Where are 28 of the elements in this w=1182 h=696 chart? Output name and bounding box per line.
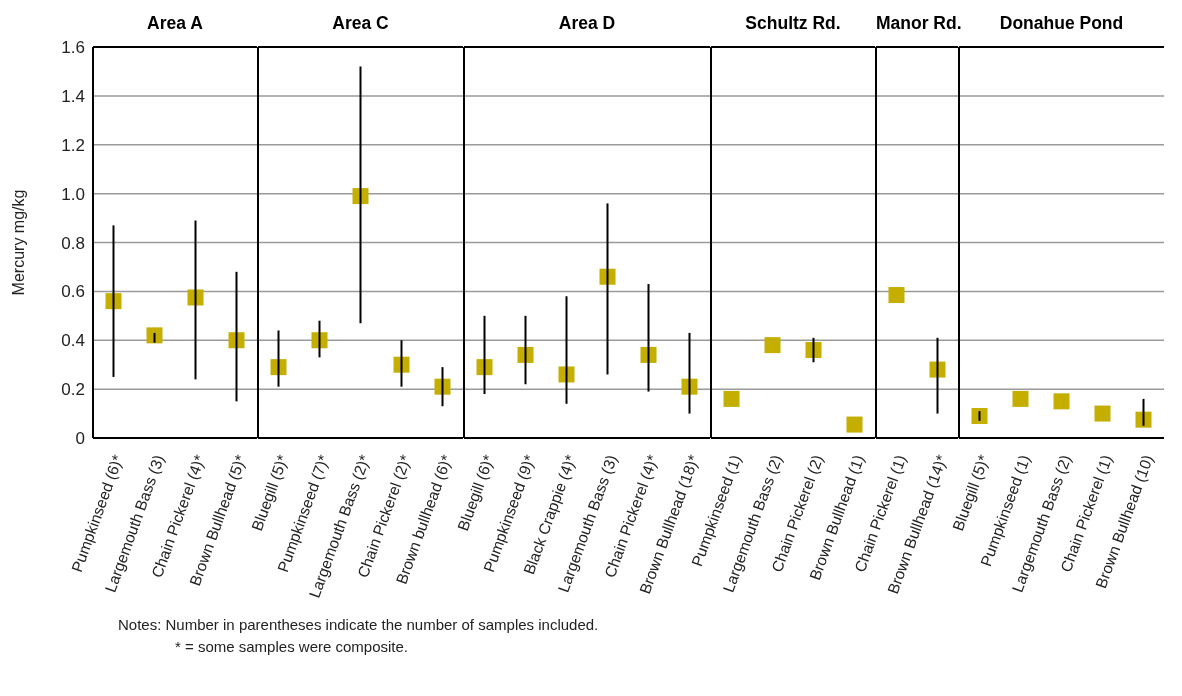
x-tick-label: Bluegill (5)* [248, 452, 292, 533]
chart-title: Schultz Rd. [744, 12, 842, 35]
y-tick-label: 1.4 [61, 86, 85, 106]
chart-title: Area C [331, 12, 390, 35]
text: * = some samples were composite. [175, 637, 409, 657]
point [1012, 390, 1029, 407]
x-tick-label: Bluegill (6)* [454, 452, 498, 533]
point [1094, 405, 1111, 422]
y-tick-label: 1.6 [61, 38, 85, 58]
point [1053, 393, 1070, 410]
y-tick-label: 0.6 [61, 282, 85, 302]
chart-title: Area A [146, 12, 204, 35]
y-tick-label: 1.2 [61, 135, 85, 155]
text: Notes: Number in parentheses indicate the number of samples included. [118, 615, 600, 635]
chart-title: Manor Rd. [876, 12, 962, 35]
y-tick-label: 0.2 [61, 380, 85, 400]
y-tick-label: 0.8 [61, 233, 85, 253]
chart-title: Donahue Pond [999, 13, 1124, 33]
point [971, 408, 988, 425]
point [846, 416, 863, 433]
y-tick-label: 0.4 [61, 331, 85, 351]
y-tick-label: 1.0 [61, 184, 85, 204]
chart-title: Area D [557, 12, 617, 35]
y-axis-title: Mercury mg/kg [9, 189, 27, 296]
y-tick-label: 0 [75, 429, 85, 449]
point [764, 337, 781, 354]
point [723, 390, 740, 407]
point [146, 327, 163, 344]
